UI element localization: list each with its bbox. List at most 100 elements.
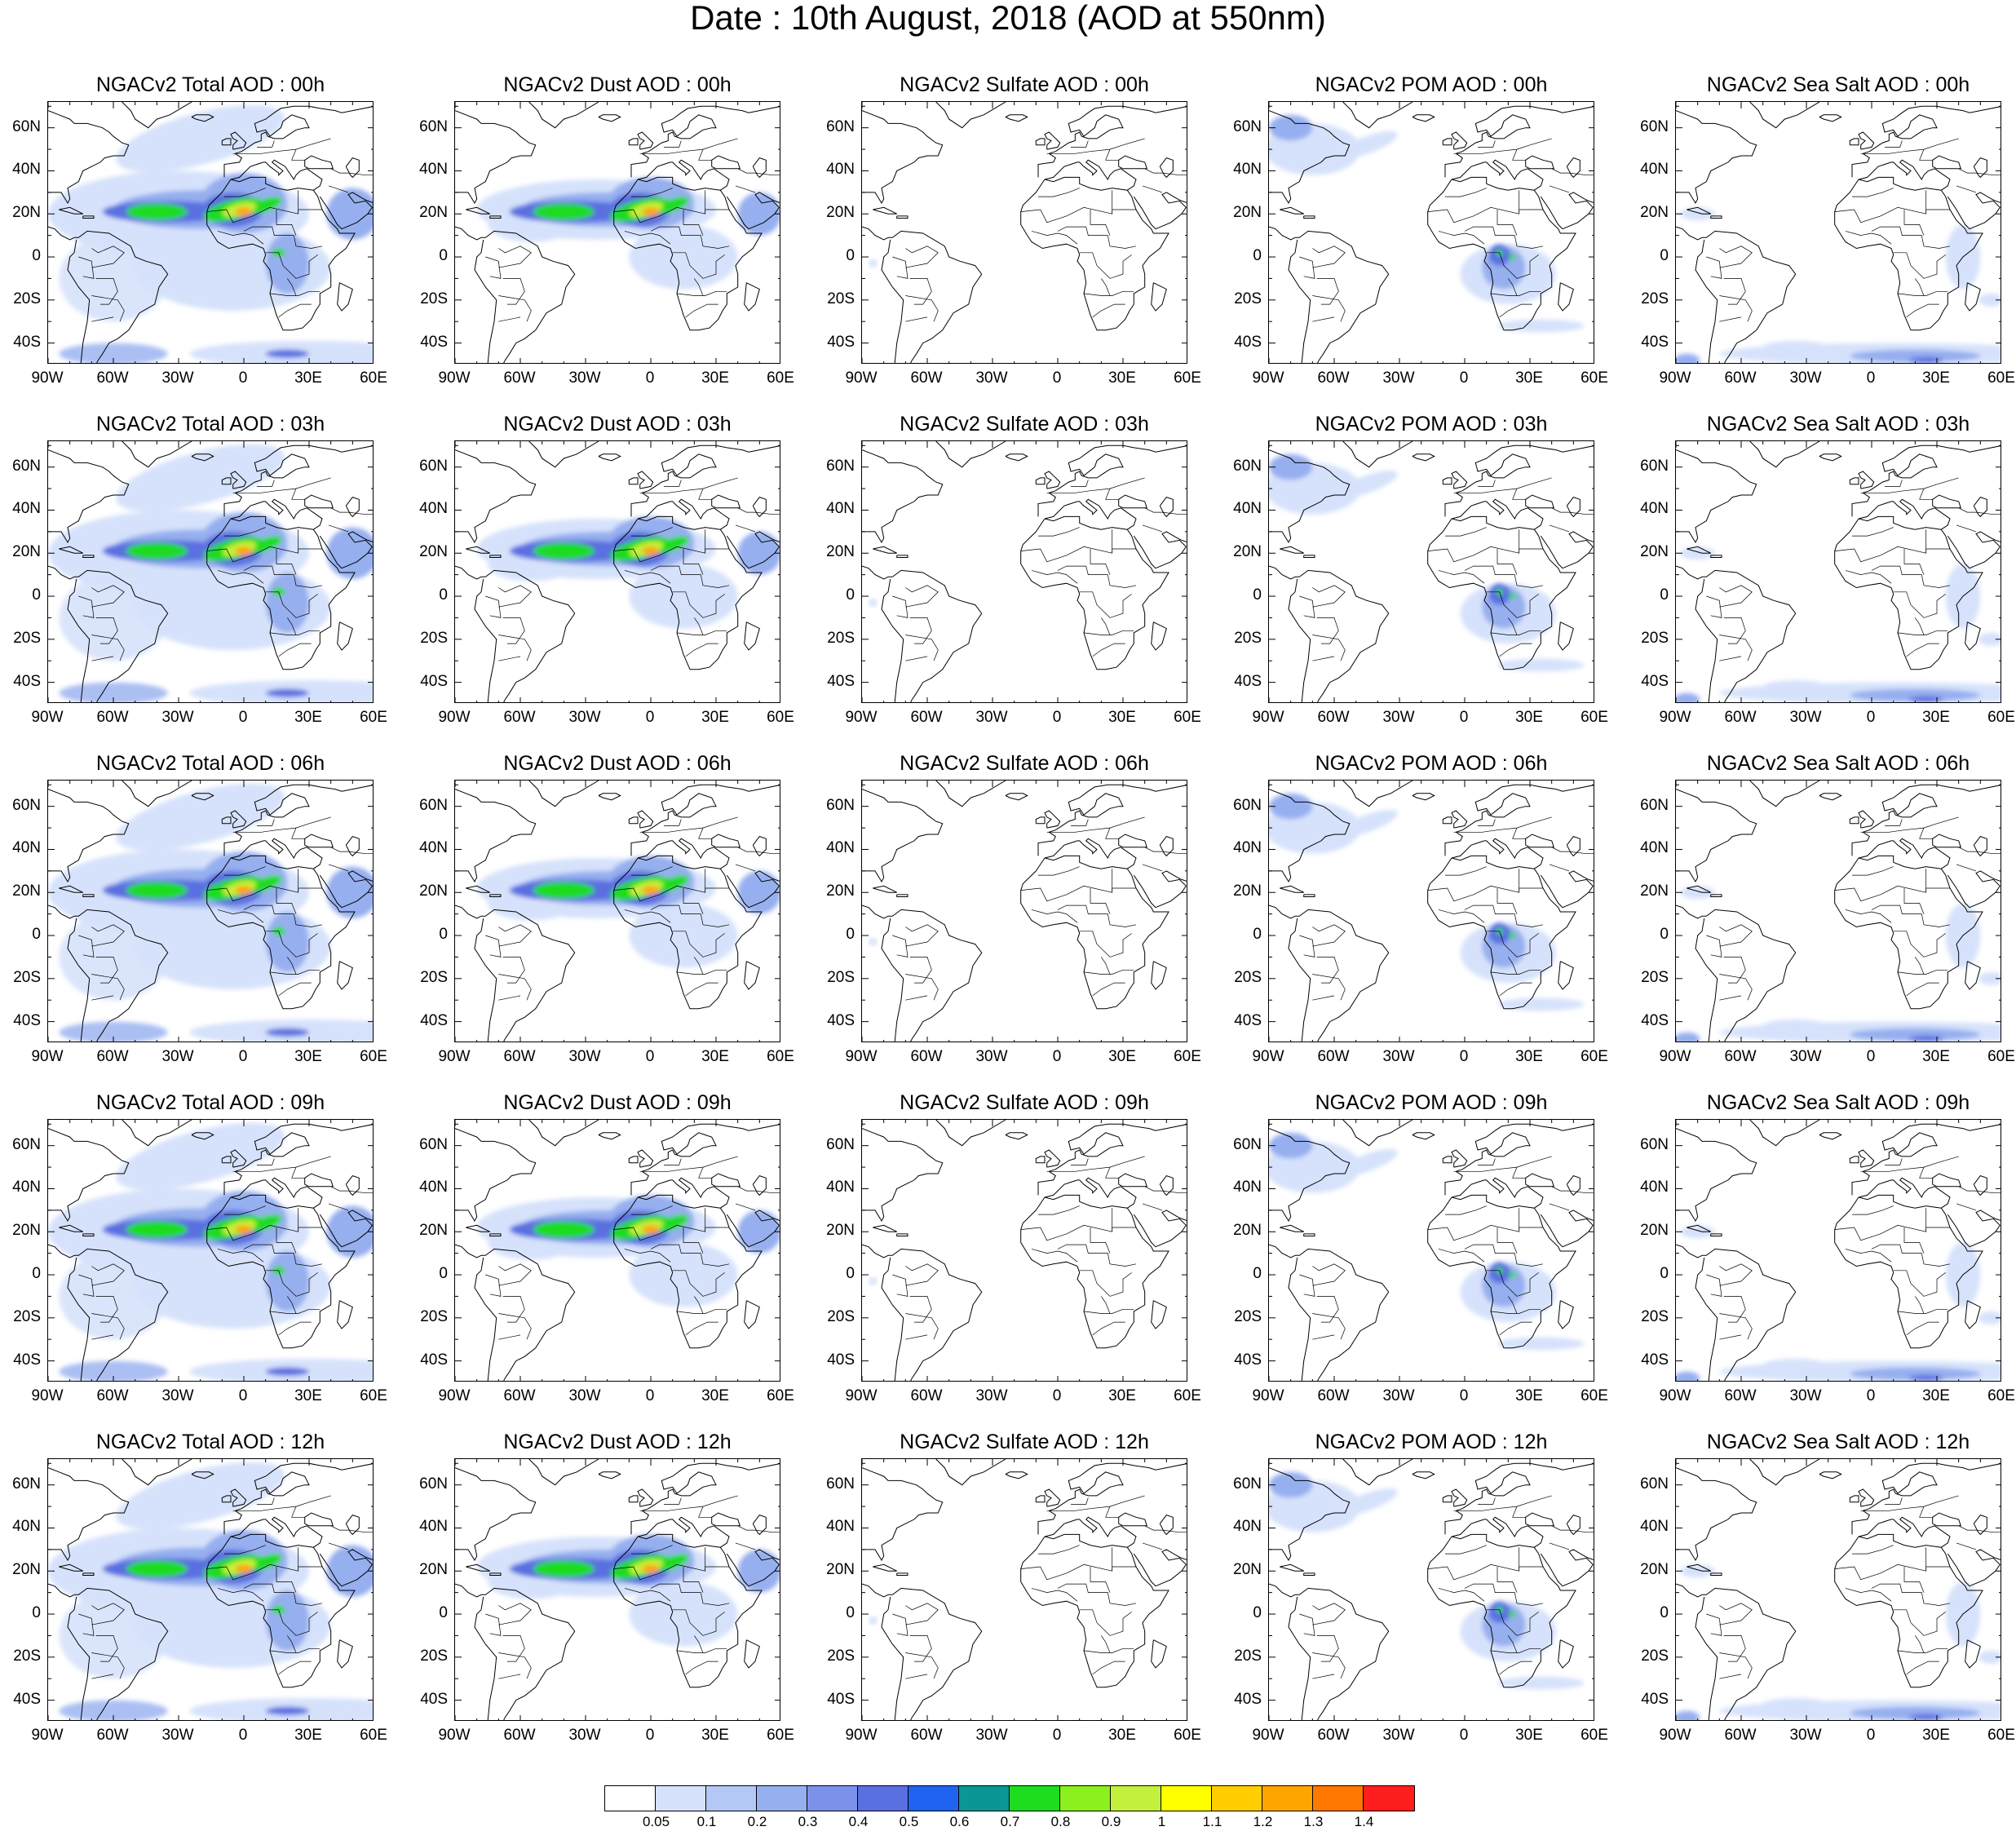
longitude-label: 60E xyxy=(767,1387,794,1404)
coastline xyxy=(1133,1210,1187,1248)
longitude-label: 60W xyxy=(910,369,943,387)
coastline xyxy=(1676,449,1757,544)
country-border xyxy=(1057,1244,1137,1267)
coastline xyxy=(1558,1300,1574,1329)
coastline xyxy=(455,789,537,883)
country-border xyxy=(1719,1334,1742,1340)
coastline xyxy=(1133,870,1187,909)
coastline xyxy=(1451,159,1544,191)
coastline xyxy=(319,531,373,569)
latitude-label: 20N xyxy=(1640,1561,1669,1579)
longitude-label: 30E xyxy=(1515,1048,1543,1065)
coastline xyxy=(489,1233,502,1236)
aod-plume xyxy=(1509,932,1516,939)
country-border xyxy=(298,1227,322,1232)
coastline xyxy=(191,114,214,122)
country-border xyxy=(683,888,704,914)
coastline xyxy=(637,1488,654,1507)
coastline xyxy=(1973,1175,1987,1196)
country-border xyxy=(737,847,780,855)
coastlines xyxy=(1269,441,1594,702)
country-border xyxy=(1897,1647,1948,1653)
country-border xyxy=(498,1334,521,1340)
longitude-label: 90W xyxy=(845,1048,878,1065)
aod-plume xyxy=(265,1706,310,1716)
country-border xyxy=(278,1661,312,1675)
latitude-label: 40N xyxy=(1233,500,1262,518)
aod-plume xyxy=(737,192,780,236)
coastline xyxy=(1035,816,1046,825)
coastline xyxy=(1442,477,1452,485)
country-border xyxy=(224,1545,266,1555)
coastline xyxy=(82,1572,95,1576)
coastline xyxy=(1749,102,1820,129)
coastline xyxy=(1834,855,1983,1010)
latitude-label: 0 xyxy=(1253,1604,1262,1622)
country-border xyxy=(1852,1205,1894,1215)
country-border xyxy=(1551,1186,1594,1194)
aod-plume xyxy=(59,1021,168,1042)
aod-plume xyxy=(235,207,253,216)
country-border xyxy=(698,488,712,500)
map-panel: NGACv2 Dust AOD : 09h 60N 40N 20N 0 20S 40S 90W… xyxy=(407,1091,810,1431)
latitude-label: 40N xyxy=(1233,1518,1262,1536)
latitude-label: 60N xyxy=(826,1475,855,1493)
latitude-label: 20N xyxy=(1233,1561,1262,1579)
coastline xyxy=(1005,453,1028,462)
coastline xyxy=(74,909,169,1042)
map-frame xyxy=(1675,1119,2001,1382)
country-border xyxy=(257,1158,275,1165)
longitude-label: 60W xyxy=(1724,369,1757,387)
country-border xyxy=(694,957,704,975)
longitude-label: 0 xyxy=(1052,1048,1062,1065)
aod-plume xyxy=(1676,692,1700,702)
latitude-label: 60N xyxy=(12,796,41,814)
longitude-label: 60W xyxy=(503,1387,536,1404)
longitude-label: 60E xyxy=(1987,1727,2015,1744)
longitude-label: 60E xyxy=(1174,1387,1201,1404)
map-panel: NGACv2 Sulfate AOD : 00h 60N 40N 20N 0 20S 40S… xyxy=(814,73,1217,413)
coastline xyxy=(59,1563,83,1572)
country-border xyxy=(1519,887,1543,893)
coastline xyxy=(122,102,192,129)
panel-title: NGACv2 Dust AOD : 06h xyxy=(503,752,732,775)
coastline xyxy=(1851,1123,2001,1196)
aod-plume xyxy=(1850,1706,1981,1720)
country-border xyxy=(1031,231,1078,245)
country-border xyxy=(1845,231,1892,245)
aod-plume xyxy=(326,866,373,918)
country-border xyxy=(639,1495,738,1511)
coastline xyxy=(1303,894,1315,897)
aod-plume xyxy=(265,912,310,972)
aod-plume xyxy=(1680,886,1715,900)
latitude-label: 40S xyxy=(1234,1690,1262,1708)
coastline xyxy=(1288,578,1311,702)
country-border xyxy=(1464,1583,1544,1606)
aod-plume xyxy=(869,1616,878,1625)
country-border xyxy=(1958,1525,2001,1533)
country-border xyxy=(217,1588,264,1602)
aod-plume xyxy=(1509,1611,1516,1617)
coastline xyxy=(528,1120,599,1147)
map-frame xyxy=(861,1119,1187,1382)
country-border xyxy=(328,185,349,193)
coastline xyxy=(1749,1120,1820,1147)
country-border xyxy=(1079,931,1132,958)
country-border xyxy=(1925,1566,1950,1572)
country-border xyxy=(1312,1334,1335,1340)
aod-plume xyxy=(1676,1710,1700,1720)
latitude-label: 20N xyxy=(12,1561,41,1579)
coastline xyxy=(1295,1248,1390,1381)
coastline xyxy=(455,449,537,544)
coastline xyxy=(319,1549,373,1587)
latitude-label: 0 xyxy=(1253,247,1262,265)
country-border xyxy=(1490,290,1541,296)
coastline xyxy=(637,1516,730,1548)
country-border xyxy=(1852,866,1894,876)
latitude-label: 40S xyxy=(1234,333,1262,351)
coastline xyxy=(489,215,502,219)
longitude-label: 30W xyxy=(975,1048,1008,1065)
axis-ticks xyxy=(48,1459,373,1720)
longitude-label: 60E xyxy=(360,369,387,387)
country-border xyxy=(905,1674,928,1679)
